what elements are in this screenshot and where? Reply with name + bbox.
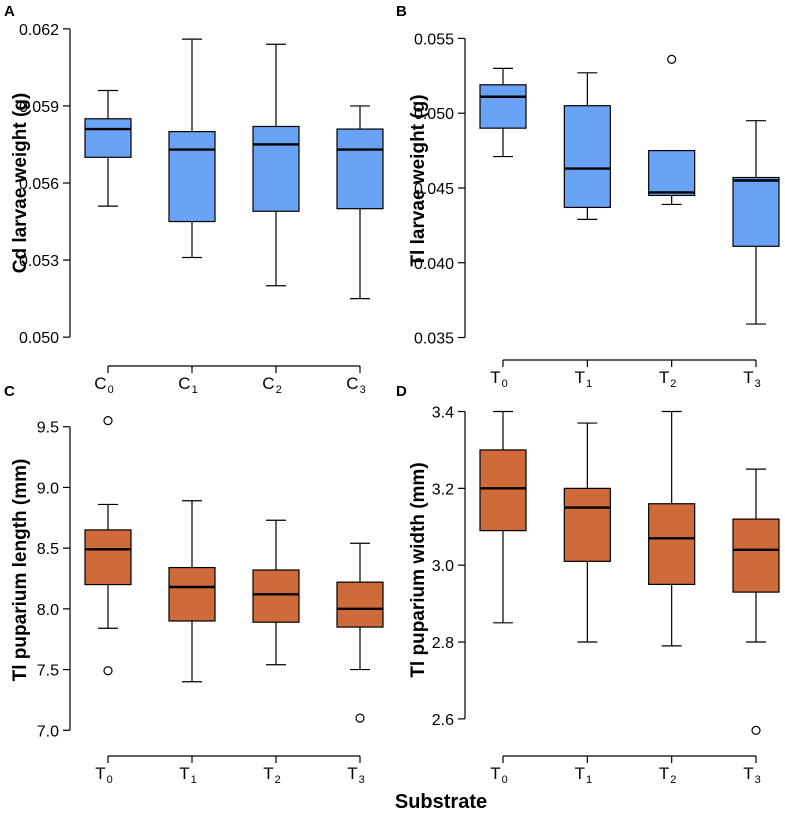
panel-b-letter: B <box>396 3 407 20</box>
iqr-box <box>168 131 216 223</box>
panel-a: A 0.050 0.053 0.056 0.059 0.062 Cd larvae weig… <box>4 3 384 396</box>
panel-b-x-tick-label: T2 <box>659 368 677 390</box>
iqr-box <box>84 118 132 158</box>
iqr-box <box>252 125 300 212</box>
panel-b-box-3 <box>732 120 780 325</box>
panel-c-y-tick-label: 7.5 <box>37 663 59 680</box>
outlier-point <box>103 416 113 426</box>
panel-c-y-axis-label: Tl puparium length (mm) <box>10 459 31 682</box>
panel-b-x-tick-label: T3 <box>743 368 761 390</box>
iqr-box <box>732 518 780 593</box>
panel-c-x-tick-label: T1 <box>179 764 197 786</box>
iqr-box <box>252 569 300 623</box>
figure-x-axis-label: Substrate <box>395 791 487 813</box>
panel-a-box-3 <box>336 105 384 300</box>
panel-a-y-tick-label: 0.056 <box>19 176 59 193</box>
panel-d-box-1 <box>563 422 611 643</box>
outlier-point <box>355 713 365 723</box>
panel-a-x-tick-label: C2 <box>262 374 281 396</box>
panel-a-box-2 <box>252 43 300 287</box>
iqr-box <box>479 449 527 532</box>
panel-d-x-tick-label: T1 <box>575 764 593 786</box>
panel-b-box-2 <box>648 54 696 206</box>
iqr-box <box>479 84 527 129</box>
panel-c-x-tick-label: T2 <box>263 764 281 786</box>
iqr-box <box>648 503 696 586</box>
outlier-point <box>103 666 113 676</box>
panel-a-box-0 <box>84 89 132 207</box>
panel-b-x-tick-label: T1 <box>575 368 593 390</box>
panel-d-y-tick-label: 2.8 <box>432 635 454 652</box>
panel-a-y-tick-label: 0.059 <box>19 99 59 116</box>
panel-d-letter: D <box>396 383 407 400</box>
panel-b-box-1 <box>563 72 611 220</box>
panel-b-y-tick-label: 0.045 <box>414 181 454 198</box>
panel-b-y-axis-label: Tl larvae weight (g) <box>408 94 429 266</box>
panel-d-box-3 <box>732 468 780 735</box>
panel-b-box-0 <box>479 67 527 158</box>
panel-d-y-tick-label: 3.0 <box>432 558 454 575</box>
panel-b-y-tick-label: 0.040 <box>414 256 454 273</box>
panel-c-y-tick-label: 7.0 <box>37 723 59 740</box>
iqr-box <box>732 176 780 247</box>
panel-b-x-tick-label: T0 <box>490 368 508 390</box>
panel-c-x-tick-label: T0 <box>95 764 113 786</box>
panel-b-y-tick-label: 0.055 <box>414 31 454 48</box>
panel-c-y-tick-label: 9.0 <box>37 480 59 497</box>
panel-c-y-tick-label: 8.5 <box>37 541 59 558</box>
iqr-box <box>84 529 132 586</box>
panel-d: D 2.6 2.8 3.0 3.2 3.4 Tl puparium width (mm) T0… <box>396 383 780 786</box>
iqr-box <box>648 149 696 197</box>
panel-d-y-axis-label: Tl puparium width (mm) <box>408 462 429 677</box>
panel-c-box-2 <box>252 519 300 666</box>
iqr-box <box>336 128 384 210</box>
panel-c-letter: C <box>4 383 15 400</box>
outlier-point <box>751 725 761 735</box>
panel-a-y-tick-label: 0.053 <box>19 253 59 270</box>
panel-d-x-tick-label: T3 <box>743 764 761 786</box>
iqr-box <box>563 105 611 209</box>
panel-a-box-1 <box>168 38 216 259</box>
panel-b: B 0.035 0.040 0.045 0.050 0.055 Tl larvae weig… <box>396 3 780 390</box>
panel-a-x-tick-label: C0 <box>94 374 113 396</box>
panel-c-x-tick-label: T3 <box>347 764 365 786</box>
panel-d-x-tick-label: T2 <box>659 764 677 786</box>
panel-a-y-tick-label: 0.050 <box>19 330 59 347</box>
panel-c-box-3 <box>336 542 384 723</box>
panel-a-x-tick-label: C3 <box>346 374 365 396</box>
panel-d-box-0 <box>479 410 527 624</box>
panel-a-y-tick-label: 0.062 <box>19 22 59 39</box>
panel-d-y-tick-label: 3.2 <box>432 481 454 498</box>
panel-c: C 7.0 7.5 8.0 8.5 9.0 9.5 Tl puparium length (m… <box>4 383 384 786</box>
panel-b-y-tick-label: 0.050 <box>414 106 454 123</box>
iqr-box <box>336 581 384 628</box>
panel-a-letter: A <box>4 3 15 20</box>
panel-c-y-tick-label: 8.0 <box>37 602 59 619</box>
panel-c-box-1 <box>168 500 216 683</box>
panel-c-box-0 <box>84 416 132 676</box>
iqr-box <box>563 487 611 562</box>
panel-c-y-tick-label: 9.5 <box>37 420 59 437</box>
panel-a-y-axis-label: Cd larvae weight (g) <box>10 93 31 274</box>
panel-d-x-tick-label: T0 <box>490 764 508 786</box>
panel-a-x-tick-label: C1 <box>178 374 197 396</box>
panel-b-y-tick-label: 0.035 <box>414 331 454 348</box>
panel-d-box-2 <box>648 410 696 647</box>
panel-d-y-tick-label: 2.6 <box>432 712 454 729</box>
iqr-box <box>168 566 216 622</box>
panel-d-y-tick-label: 3.4 <box>432 405 454 422</box>
outlier-point <box>667 54 677 64</box>
